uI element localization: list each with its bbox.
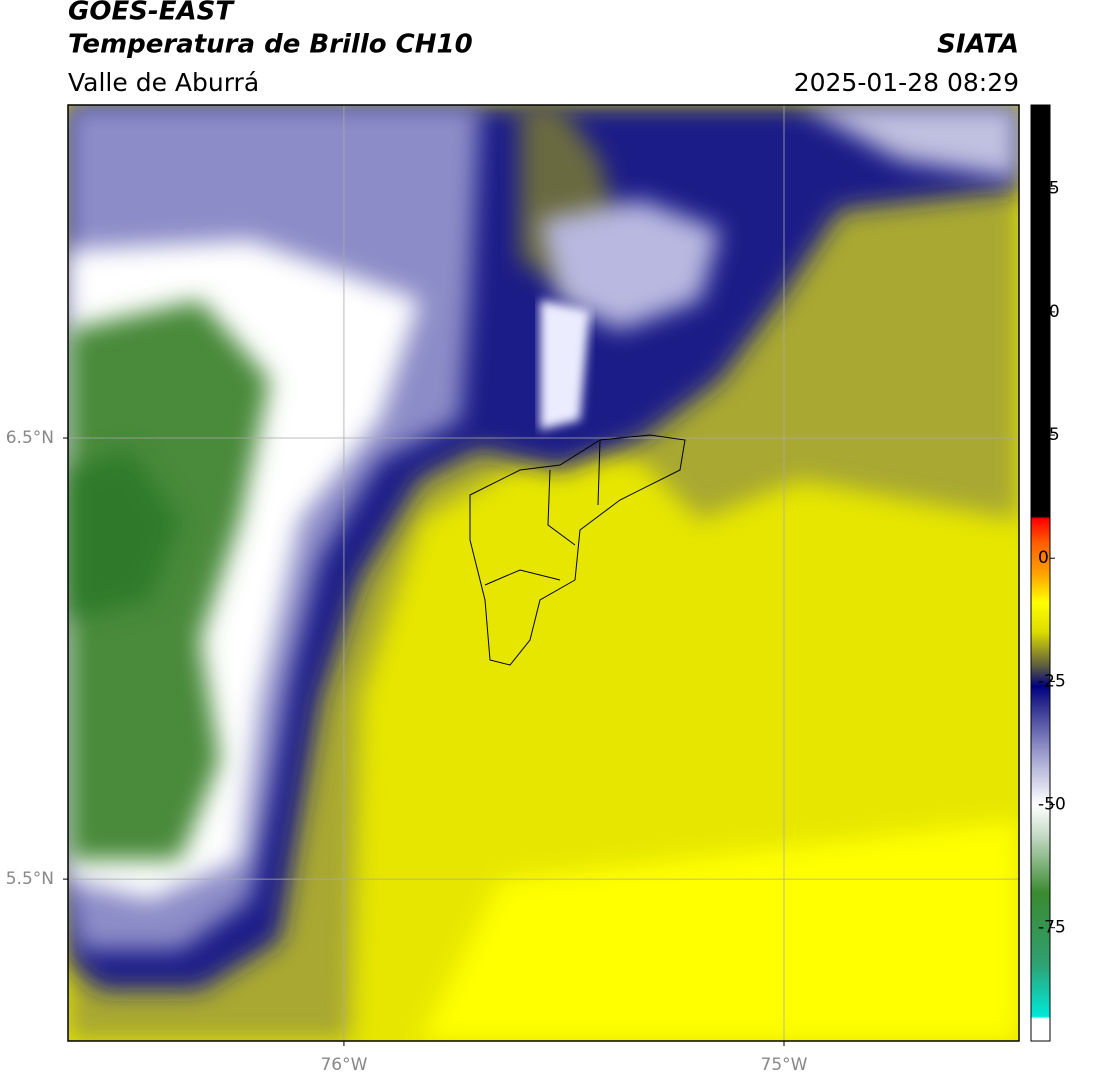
colorbar-fill [1031,105,1050,1041]
image-green-dark [68,450,180,620]
valle-outline [469,434,686,666]
datetime: 2025-01-28 08:29 [794,68,1019,97]
image-cloud-2 [540,200,720,330]
colorbar: 75 50 25 0 -25 -50 -75 [1031,105,1066,1041]
x-tick-label: 75°W [761,1055,808,1075]
image-cloud-4 [800,105,1019,180]
satellite-image [68,105,1019,1041]
title: GOES-EAST [68,0,235,27]
colorbar-tick-label: -75 [1038,918,1066,938]
colorbar-frame [1030,104,1051,1042]
municipal-border [484,569,561,586]
colorbar-tick-label: 75 [1038,179,1060,199]
y-tick-label: 5.5°N [6,869,54,889]
subtitle: Temperatura de Brillo CH10 [68,30,473,60]
x-tick-label: 76°W [320,1055,367,1075]
colorbar-tick-label: -50 [1038,795,1066,815]
colorbar-tick-label: -25 [1038,671,1066,691]
image-green [68,300,270,860]
colorbar-tick-label: 25 [1038,425,1060,445]
municipal-border [547,469,576,546]
source: SIATA [937,30,1019,60]
municipal-border [597,439,601,506]
colorbar-tick-label: 0 [1038,548,1049,568]
region: Valle de Aburrá [68,68,259,97]
colorbar-tick-label: 50 [1038,302,1060,322]
image-warm [420,820,1019,1041]
map-frame [67,104,1020,1042]
grid [68,105,1019,1041]
y-tick-label: 6.5°N [6,428,54,448]
image-cloud-3 [540,300,590,430]
